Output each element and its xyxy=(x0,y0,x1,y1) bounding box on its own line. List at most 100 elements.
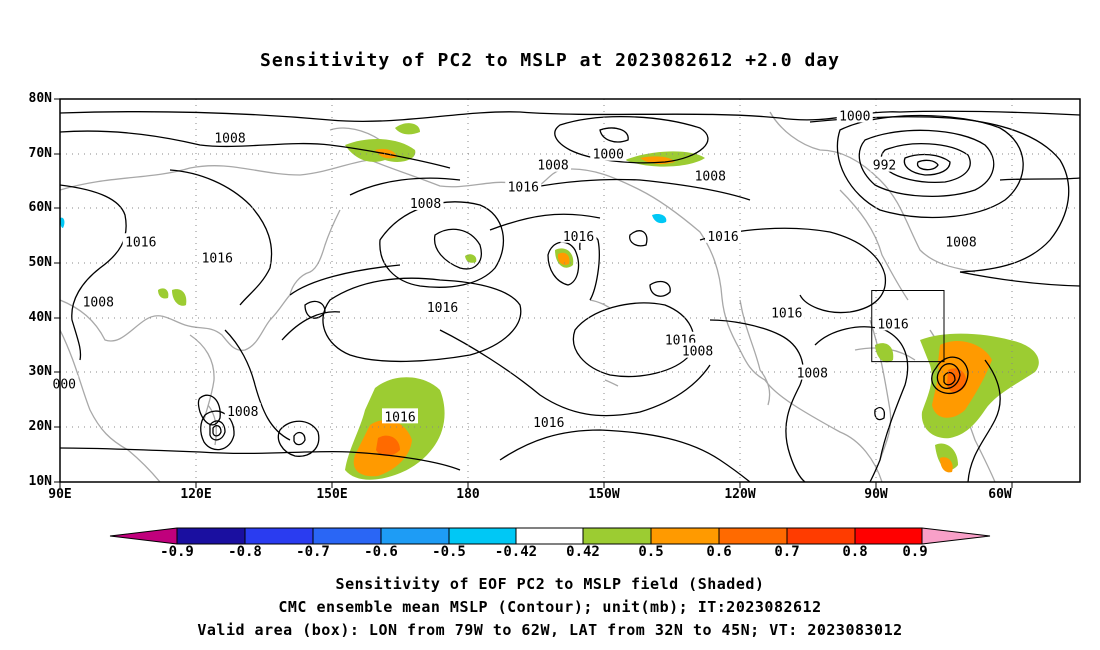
colorbar-segment xyxy=(313,528,381,544)
contour-label: 1016 xyxy=(563,230,594,245)
lon-label: 180 xyxy=(456,487,480,502)
colorbar-tick-label: 0.5 xyxy=(638,544,664,560)
contour-label-bg xyxy=(50,375,79,391)
colorbar-segment xyxy=(516,528,583,544)
contour-label: 1008 xyxy=(83,295,114,310)
contour-label: 1016 xyxy=(533,416,564,431)
contour-label-bg xyxy=(870,156,899,172)
colorbar-tick-label: -0.8 xyxy=(228,544,262,560)
contour-label-bg xyxy=(80,293,117,309)
map-frame xyxy=(59,98,1081,483)
colorbar-segment xyxy=(651,528,719,544)
contour-label-bg xyxy=(794,364,831,380)
colorbar-segment xyxy=(583,528,651,544)
colorbar-tick-label: 0.42 xyxy=(566,544,600,560)
colorbar-segment xyxy=(177,528,245,544)
lat-label: 70N xyxy=(28,146,52,161)
caption-line: CMC ensemble mean MSLP (Contour); unit(m… xyxy=(278,598,822,616)
contour-label: 1008 xyxy=(410,197,441,212)
sensitivity-shading xyxy=(60,123,1039,480)
colorbar-tick-label: 0.7 xyxy=(774,544,800,560)
contour-label-bg xyxy=(407,194,444,210)
colorbar-segment xyxy=(381,528,449,544)
colorbar xyxy=(109,527,991,545)
contour-label-bg xyxy=(560,227,597,243)
contour-label: 1016 xyxy=(125,235,156,250)
chart-title: Sensitivity of PC2 to MSLP at 2023082612… xyxy=(259,50,840,71)
colorbar-left-arrow xyxy=(110,528,177,544)
contour-label: 1000 xyxy=(839,109,870,124)
lat-label: 40N xyxy=(28,310,52,325)
contour-label: 1008 xyxy=(945,235,976,250)
contour-label-bg xyxy=(382,408,418,424)
contour-label: 1016 xyxy=(202,252,233,267)
lon-label: 90E xyxy=(48,487,72,502)
contour-label: 000 xyxy=(53,378,76,393)
contour-label-bg xyxy=(590,145,627,161)
contour-label-bg xyxy=(679,342,716,358)
contour-label: 1016 xyxy=(427,301,458,316)
colorbar-segment xyxy=(245,528,313,544)
contour-label: 1008 xyxy=(797,367,828,382)
contour-label-bg xyxy=(122,233,159,249)
caption-line: Valid area (box): LON from 79W to 62W, L… xyxy=(197,621,903,639)
colorbar-tick-label: 0.8 xyxy=(842,544,868,560)
lat-label: 50N xyxy=(28,255,52,270)
contour-label-bg xyxy=(212,129,248,145)
contour-label: 1016 xyxy=(707,230,738,245)
contour-label: 1016 xyxy=(771,306,802,321)
contour-label: 1008 xyxy=(227,405,258,420)
contour-label: 1008 xyxy=(214,131,245,146)
lat-label: 30N xyxy=(28,364,52,379)
contour-labels: 1008 1016 1016 1008 000 1008 1008 1016 1016 1008 1… xyxy=(50,107,979,431)
contour-label-bg xyxy=(535,156,571,172)
colorbar-tick-label: -0.5 xyxy=(432,544,466,560)
lat-label: 80N xyxy=(28,91,52,106)
caption-line: Sensitivity of EOF PC2 to MSLP field (Sh… xyxy=(335,575,765,593)
lat-label: 10N xyxy=(28,474,52,489)
contour-label: 992 xyxy=(873,159,896,174)
lat-label: 20N xyxy=(28,419,52,434)
contour-label-bg xyxy=(224,402,261,418)
contour-label: 1008 xyxy=(537,159,568,174)
colorbar-segment xyxy=(787,528,855,544)
contour-label-bg xyxy=(943,233,979,249)
valid-area-box xyxy=(871,290,945,363)
colorbar-tick-label: -0.9 xyxy=(160,544,194,560)
tick-marks xyxy=(54,98,1013,488)
contour-label-bg xyxy=(692,167,729,183)
colorbar-segment xyxy=(719,528,787,544)
colorbar-tick-label: -0.6 xyxy=(364,544,398,560)
contour-label-bg xyxy=(768,304,805,320)
lon-label: 90W xyxy=(864,487,888,502)
contour-label: 1000 xyxy=(593,148,624,163)
lon-label: 150W xyxy=(588,487,620,502)
contour-label: 1016 xyxy=(384,410,415,425)
mslp-contours xyxy=(60,110,1080,482)
contour-label-bg xyxy=(530,413,567,429)
lon-label: 60W xyxy=(988,487,1012,502)
colorbar-right-arrow xyxy=(922,528,990,544)
lon-label: 150E xyxy=(316,487,348,502)
contour-label-bg xyxy=(505,178,542,194)
contour-label-bg xyxy=(836,107,873,123)
contour-label-bg xyxy=(875,315,911,331)
contour-label-bg xyxy=(199,249,236,265)
contour-label: 1008 xyxy=(695,170,726,185)
contour-label-bg xyxy=(705,227,741,243)
colorbar-tick-label: 0.9 xyxy=(902,544,928,560)
colorbar-segment xyxy=(449,528,516,544)
lon-label: 120E xyxy=(180,487,212,502)
contour-label: 1008 xyxy=(682,345,713,360)
contour-label: 1016 xyxy=(508,181,539,196)
colorbar-tick-label: -0.7 xyxy=(296,544,330,560)
colorbar-segment xyxy=(855,528,922,544)
lon-label: 120W xyxy=(724,487,756,502)
colorbar-tick-label: -0.42 xyxy=(494,544,538,560)
contour-label: 1016 xyxy=(877,317,908,332)
lat-label: 60N xyxy=(28,200,52,215)
colorbar-tick-label: 0.6 xyxy=(706,544,732,560)
lat-lon-grid xyxy=(60,99,1080,482)
contour-label-bg xyxy=(424,298,461,314)
